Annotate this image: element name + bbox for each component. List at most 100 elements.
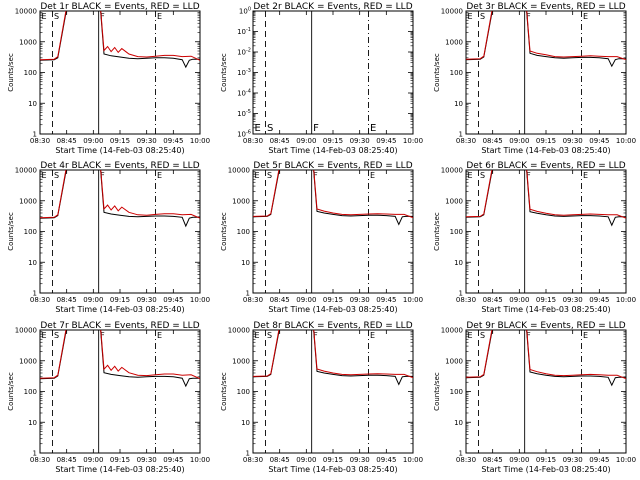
series-line-lld	[466, 170, 626, 219]
plot-frame	[465, 169, 627, 294]
marker-label: F	[313, 331, 318, 340]
y-tick-label: 10	[241, 419, 250, 427]
chart-panel-9: Det 9r BLACK = Events, RED = LLD Counts/s…	[433, 321, 636, 474]
x-tick-label: 09:15	[536, 137, 556, 145]
y-tick-label: 1000	[232, 197, 250, 205]
series-line-lld	[253, 170, 413, 219]
y-axis-label: Counts/sec	[7, 372, 15, 411]
x-tick-label: 10:00	[616, 296, 636, 304]
y-tick-label: 1000	[445, 38, 463, 46]
marker-label: F	[100, 12, 105, 21]
chart-panel-8: Det 8r BLACK = Events, RED = LLD Counts/s…	[220, 321, 423, 474]
x-tick-label: 10:00	[616, 456, 636, 464]
marker-label: F	[100, 331, 105, 340]
marker-label: S	[480, 171, 485, 180]
chart-title: Det 8r BLACK = Events, RED = LLD	[253, 321, 412, 331]
y-tick-label: 10000	[441, 8, 463, 16]
series-line-events	[253, 170, 413, 226]
x-tick-label: 09:45	[163, 456, 183, 464]
plot-frame	[252, 329, 414, 454]
x-axis-label: Start Time (14-Feb-03 08:25:40)	[55, 146, 184, 155]
x-tick-label: 09:15	[536, 296, 556, 304]
y-axis-label: Counts/sec	[220, 53, 228, 92]
y-axis-label: Counts/sec	[220, 212, 228, 251]
chart-panel-7: Det 7r BLACK = Events, RED = LLD Counts/s…	[7, 321, 210, 474]
marker-label: F	[313, 171, 318, 180]
x-tick-label: 08:45	[270, 456, 290, 464]
chart-title: Det 1r BLACK = Events, RED = LLD	[40, 2, 199, 12]
marker-label: E	[370, 331, 375, 340]
marker-label: E	[255, 171, 260, 180]
x-tick-label: 09:00	[83, 296, 103, 304]
x-tick-label: 09:15	[323, 137, 343, 145]
chart-panel-4: Det 4r BLACK = Events, RED = LLD Counts/s…	[7, 161, 210, 314]
series-line-lld	[466, 330, 626, 380]
y-tick-label: 1	[246, 450, 250, 458]
marker-label: S	[54, 171, 59, 180]
x-tick-label: 09:45	[163, 296, 183, 304]
plot-frame	[465, 329, 627, 454]
series-line-lld	[40, 330, 200, 380]
chart-title: Det 4r BLACK = Events, RED = LLD	[40, 161, 199, 171]
y-axis-label: Counts/sec	[220, 372, 228, 411]
y-tick-label: 10	[28, 419, 37, 427]
x-tick-label: 08:30	[456, 296, 476, 304]
series-line-lld	[253, 330, 413, 379]
chart-title: Det 6r BLACK = Events, RED = LLD	[466, 161, 625, 171]
y-tick-label: 10000	[15, 327, 37, 335]
marker-label: E	[42, 331, 47, 340]
x-tick-label: 09:00	[509, 137, 529, 145]
y-tick-label: 100	[237, 388, 250, 396]
y-tick-label: 100	[237, 228, 250, 236]
marker-label: F	[313, 123, 319, 134]
y-tick-label: 10	[454, 259, 463, 267]
marker-label: E	[468, 331, 473, 340]
x-tick-label: 10:00	[403, 296, 423, 304]
x-axis-label: Start Time (14-Feb-03 08:25:40)	[268, 146, 397, 155]
y-tick-label: 10000	[228, 327, 250, 335]
x-tick-label: 09:30	[350, 137, 370, 145]
chart-panel-5: Det 5r BLACK = Events, RED = LLD Counts/s…	[220, 161, 423, 314]
series-line-lld	[40, 11, 200, 61]
x-tick-label: 08:45	[57, 296, 77, 304]
y-tick-label: 100	[450, 388, 463, 396]
y-tick-label: 10-1	[237, 27, 251, 36]
y-tick-label: 1	[33, 450, 37, 458]
chart-title: Det 3r BLACK = Events, RED = LLD	[466, 2, 625, 12]
x-tick-label: 08:30	[456, 456, 476, 464]
y-tick-label: 100	[450, 228, 463, 236]
x-tick-label: 09:30	[350, 296, 370, 304]
y-tick-label: 1	[33, 290, 37, 298]
y-tick-label: 100	[239, 7, 251, 16]
x-tick-label: 09:30	[563, 456, 583, 464]
y-axis-label: Counts/sec	[433, 212, 441, 251]
x-tick-label: 09:30	[563, 137, 583, 145]
chart-panel-6: Det 6r BLACK = Events, RED = LLD Counts/s…	[433, 161, 636, 314]
y-tick-label: 1000	[232, 357, 250, 365]
y-tick-label: 1000	[445, 357, 463, 365]
y-tick-label: 1	[246, 290, 250, 298]
y-tick-label: 10	[241, 259, 250, 267]
y-tick-label: 10-2	[237, 48, 251, 57]
y-tick-label: 10	[454, 419, 463, 427]
marker-label: E	[255, 123, 261, 134]
marker-label: S	[54, 331, 59, 340]
x-tick-label: 09:15	[536, 456, 556, 464]
x-axis-label: Start Time (14-Feb-03 08:25:40)	[55, 305, 184, 314]
marker-label: E	[42, 171, 47, 180]
series-line-events	[466, 330, 626, 387]
y-tick-label: 10	[28, 100, 37, 108]
x-tick-label: 09:30	[137, 456, 157, 464]
x-tick-label: 08:45	[270, 296, 290, 304]
x-tick-label: 09:30	[350, 456, 370, 464]
x-tick-label: 09:30	[563, 296, 583, 304]
y-axis-label: Counts/sec	[7, 212, 15, 251]
plot-frame	[39, 10, 201, 135]
plot-frame	[252, 169, 414, 294]
marker-label: E	[583, 171, 588, 180]
chart-title: Det 9r BLACK = Events, RED = LLD	[466, 321, 625, 331]
x-tick-label: 08:30	[30, 296, 50, 304]
x-tick-label: 09:45	[376, 456, 396, 464]
x-tick-label: 08:30	[30, 456, 50, 464]
